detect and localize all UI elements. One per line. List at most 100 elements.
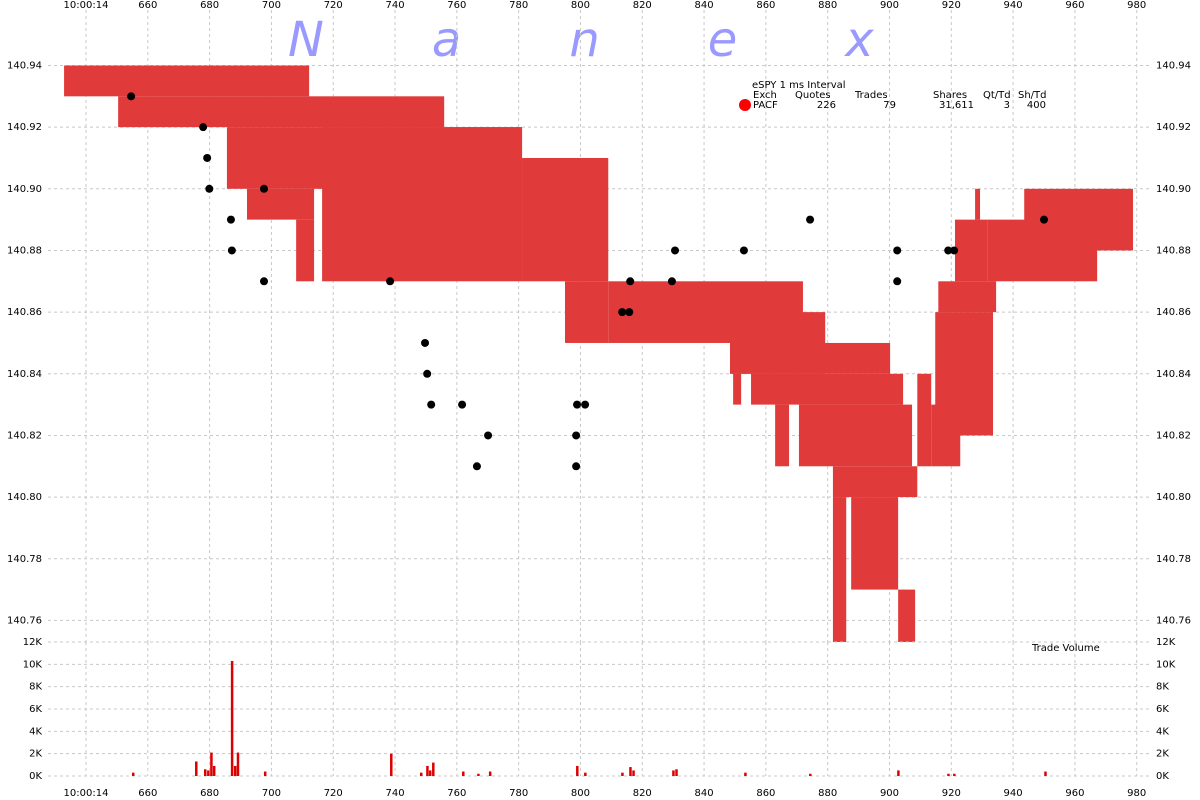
quote-range bbox=[730, 342, 891, 374]
x-tick-label: 720 bbox=[324, 788, 343, 799]
trade bbox=[944, 246, 953, 255]
volume-bar bbox=[419, 772, 423, 776]
y-tick-label: 140.86 bbox=[7, 307, 42, 318]
trade bbox=[573, 400, 582, 409]
trade bbox=[572, 431, 581, 440]
trade bbox=[806, 215, 815, 224]
quote-range bbox=[247, 188, 315, 220]
x-tick-label: 820 bbox=[633, 788, 652, 799]
volume-bar bbox=[203, 769, 207, 776]
y-tick-label: 12K bbox=[1156, 637, 1176, 648]
volume-bar bbox=[263, 771, 267, 776]
volume-bar bbox=[809, 773, 812, 776]
volume-bar bbox=[675, 769, 678, 776]
volume-bar bbox=[426, 765, 429, 776]
legend-header: Shares bbox=[933, 90, 967, 101]
y-tick-label: 6K bbox=[29, 704, 42, 715]
x-tick-label: 860 bbox=[756, 0, 775, 11]
x-tick-label: 700 bbox=[262, 788, 281, 799]
x-tick-label: 940 bbox=[1004, 788, 1023, 799]
volume-bar bbox=[953, 773, 956, 776]
trade bbox=[472, 462, 481, 471]
y-tick-label: 140.92 bbox=[7, 122, 42, 133]
quote-range bbox=[118, 96, 445, 128]
trade bbox=[1040, 215, 1049, 224]
x-tick-label: 780 bbox=[509, 0, 528, 11]
y-tick-label: 140.88 bbox=[7, 245, 42, 256]
x-tick-label: 960 bbox=[1065, 0, 1084, 11]
y-tick-label: 140.78 bbox=[1156, 554, 1191, 565]
x-tick-label: 740 bbox=[385, 0, 404, 11]
trade bbox=[572, 462, 581, 471]
trade bbox=[203, 153, 212, 162]
trade bbox=[199, 123, 208, 132]
quote-range bbox=[751, 373, 904, 405]
y-tick-label: 140.94 bbox=[7, 60, 42, 71]
trade bbox=[427, 400, 436, 409]
volume-bar bbox=[207, 770, 210, 776]
trade bbox=[625, 308, 634, 317]
quote-range bbox=[64, 65, 310, 97]
trade bbox=[227, 246, 236, 255]
trade bbox=[626, 277, 635, 286]
trade bbox=[484, 431, 493, 440]
y-tick-label: 140.76 bbox=[1156, 615, 1191, 626]
y-tick-label: 12K bbox=[23, 637, 43, 648]
volume-bar bbox=[432, 762, 435, 776]
legend-cell: 400 bbox=[1027, 100, 1046, 111]
y-tick-label: 2K bbox=[1156, 749, 1169, 760]
x-tick-label: 860 bbox=[756, 788, 775, 799]
trade bbox=[667, 277, 676, 286]
legend-marker bbox=[739, 99, 751, 111]
legend-header: Exch bbox=[753, 90, 777, 101]
x-tick-label: 900 bbox=[880, 788, 899, 799]
trade bbox=[205, 184, 214, 193]
y-tick-label: 140.84 bbox=[7, 369, 42, 380]
y-tick-label: 4K bbox=[29, 726, 42, 737]
volume-bar bbox=[744, 772, 747, 776]
quote-range bbox=[935, 312, 994, 436]
x-tick-label: 680 bbox=[200, 788, 219, 799]
volume-bar bbox=[1044, 771, 1047, 776]
volume-bar bbox=[390, 753, 393, 776]
x-tick-label: 660 bbox=[138, 0, 157, 11]
x-tick-label: 10:00:14 bbox=[64, 0, 109, 11]
y-tick-label: 0K bbox=[29, 771, 42, 782]
y-tick-label: 4K bbox=[1156, 726, 1169, 737]
y-tick-label: 140.82 bbox=[1156, 430, 1191, 441]
x-tick-label: 840 bbox=[695, 0, 714, 11]
legend-header: Quotes bbox=[795, 90, 831, 101]
volume-bar bbox=[488, 771, 492, 776]
y-tick-label: 8K bbox=[1156, 682, 1169, 693]
x-tick-label: 920 bbox=[942, 788, 961, 799]
volume-bar bbox=[584, 772, 587, 776]
x-tick-label: 960 bbox=[1065, 788, 1084, 799]
legend-title: eSPY 1 ms Interval bbox=[752, 80, 846, 91]
volume-bar bbox=[947, 773, 950, 776]
volume-bar bbox=[210, 752, 213, 776]
volume-bar bbox=[632, 770, 635, 776]
volume-bar bbox=[236, 752, 240, 776]
y-tick-label: 140.82 bbox=[7, 430, 42, 441]
volume-bar bbox=[233, 765, 237, 776]
x-tick-label: 760 bbox=[447, 0, 466, 11]
volume-bar bbox=[230, 660, 234, 776]
x-tick-label: 10:00:14 bbox=[64, 788, 109, 799]
trade bbox=[421, 338, 430, 347]
trade bbox=[893, 246, 902, 255]
trade bbox=[671, 246, 680, 255]
trade bbox=[950, 246, 959, 255]
legend-cell: 79 bbox=[883, 100, 896, 111]
volume-bar bbox=[131, 772, 135, 776]
x-tick-label: 800 bbox=[571, 788, 590, 799]
quote-range bbox=[296, 219, 315, 282]
x-tick-label: 880 bbox=[818, 788, 837, 799]
x-tick-label: 880 bbox=[818, 0, 837, 11]
volume-title: Trade Volume bbox=[1031, 643, 1100, 654]
legend-cell: 3 bbox=[1004, 100, 1010, 111]
volume-bar bbox=[212, 765, 216, 776]
y-tick-label: 140.92 bbox=[1156, 122, 1191, 133]
trade bbox=[260, 184, 269, 193]
legend-cell: PACF bbox=[753, 100, 778, 111]
